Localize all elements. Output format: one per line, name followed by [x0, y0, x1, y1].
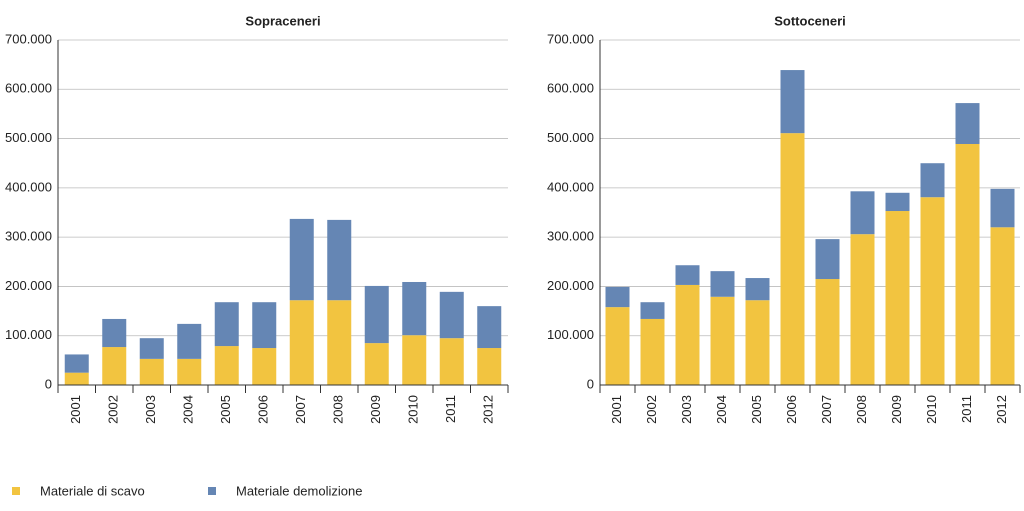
x-tick-label: 2006 [256, 395, 271, 424]
bar-segment [327, 219, 352, 301]
bar-segment [885, 192, 910, 212]
bar-segment [640, 318, 665, 385]
bar-segment [177, 358, 202, 385]
y-tick-label: 400.000 [5, 179, 52, 194]
x-tick-label: 2005 [749, 395, 764, 424]
y-tick-label: 700.000 [5, 31, 52, 46]
chart-title: Sopraceneri [245, 13, 320, 28]
bar-segment [780, 70, 805, 134]
x-tick-label: 2006 [784, 395, 799, 424]
bar-segment [214, 346, 239, 385]
chart-title: Sottoceneri [774, 13, 846, 28]
x-tick-label: 2001 [68, 395, 83, 424]
y-tick-label: 200.000 [547, 278, 594, 293]
x-tick-label: 2003 [143, 395, 158, 424]
y-tick-label: 400.000 [547, 179, 594, 194]
x-tick-label: 2012 [481, 395, 496, 424]
y-tick-label: 500.000 [5, 130, 52, 145]
x-tick-label: 2011 [959, 395, 974, 423]
bar-segment [710, 296, 735, 385]
y-tick-label: 500.000 [547, 130, 594, 145]
y-tick-label: 0 [587, 376, 594, 391]
x-tick-label: 2002 [644, 395, 659, 424]
bar-segment [477, 306, 502, 349]
x-tick-label: 2004 [181, 395, 196, 424]
bar-segment [990, 188, 1015, 228]
bar-segment [477, 348, 502, 385]
bar-segment [102, 347, 127, 385]
bar-segment [920, 163, 945, 198]
y-tick-label: 600.000 [547, 81, 594, 96]
x-tick-label: 2004 [714, 395, 729, 424]
x-tick-label: 2011 [443, 395, 458, 423]
bar-segment [605, 307, 630, 385]
x-tick-label: 2007 [293, 395, 308, 424]
bar-segment [815, 239, 840, 280]
y-tick-label: 200.000 [5, 278, 52, 293]
x-tick-label: 2012 [994, 395, 1009, 424]
bar-segment [990, 227, 1015, 385]
bar-segment [920, 197, 945, 385]
y-tick-label: 0 [45, 376, 52, 391]
bar-segment [710, 271, 735, 297]
bar-segment [364, 285, 389, 344]
y-tick-label: 100.000 [547, 327, 594, 342]
x-tick-label: 2010 [924, 395, 939, 424]
y-tick-label: 600.000 [5, 81, 52, 96]
bar-segment [252, 348, 277, 385]
y-tick-label: 100.000 [5, 327, 52, 342]
legend-swatch [12, 487, 20, 495]
bar-segment [402, 281, 427, 336]
bar-segment [815, 279, 840, 385]
x-tick-label: 2008 [854, 395, 869, 424]
bar-segment [850, 234, 875, 385]
x-tick-label: 2001 [609, 395, 624, 424]
bar-segment [885, 211, 910, 385]
bar-segment [64, 354, 89, 373]
legend-label: Materiale di scavo [40, 483, 145, 498]
x-tick-label: 2002 [106, 395, 121, 424]
bar-segment [780, 133, 805, 385]
bar-segment [745, 300, 770, 385]
x-tick-label: 2005 [218, 395, 233, 424]
x-tick-label: 2010 [406, 395, 421, 424]
bar-segment [402, 335, 427, 385]
bar-segment [364, 343, 389, 385]
bar-segment [439, 291, 464, 339]
legend-swatch [208, 487, 216, 495]
bar-segment [640, 302, 665, 319]
x-tick-label: 2009 [368, 395, 383, 424]
x-tick-label: 2003 [679, 395, 694, 424]
y-tick-label: 300.000 [547, 229, 594, 244]
bar-segment [252, 302, 277, 349]
bar-segment [850, 191, 875, 235]
x-tick-label: 2009 [889, 395, 904, 424]
bar-segment [177, 323, 202, 359]
legend-label: Materiale demolizione [236, 483, 362, 498]
bar-segment [139, 358, 164, 385]
bar-segment [675, 284, 700, 385]
bar-segment [955, 103, 980, 144]
bar-segment [214, 302, 239, 347]
bar-segment [289, 218, 314, 301]
bar-segment [605, 286, 630, 308]
bar-segment [439, 338, 464, 385]
bar-segment [289, 300, 314, 385]
bar-segment [955, 143, 980, 385]
y-tick-label: 300.000 [5, 229, 52, 244]
bar-segment [745, 278, 770, 301]
bar-segment [675, 265, 700, 285]
y-tick-label: 700.000 [547, 31, 594, 46]
bar-segment [139, 338, 164, 359]
x-tick-label: 2008 [331, 395, 346, 424]
bar-segment [64, 372, 89, 385]
bar-segment [327, 300, 352, 385]
x-tick-label: 2007 [819, 395, 834, 424]
bar-segment [102, 318, 127, 348]
